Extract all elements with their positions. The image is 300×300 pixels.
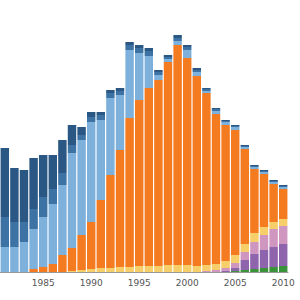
svg-text:1990: 1990 — [80, 278, 103, 288]
svg-text:1985: 1985 — [32, 278, 55, 288]
svg-text:2010: 2010 — [272, 278, 295, 288]
svg-text:2000: 2000 — [176, 278, 199, 288]
svg-text:1995: 1995 — [128, 278, 151, 288]
svg-text:2005: 2005 — [224, 278, 247, 288]
